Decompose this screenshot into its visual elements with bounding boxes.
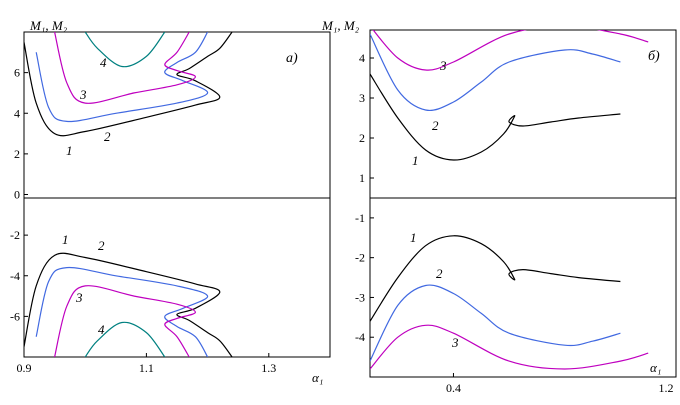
panel-a-ytick-label: -2 — [10, 228, 20, 242]
panel-a-xlabel: α₁ — [312, 370, 323, 385]
panel-a-ytick-label: 2 — [14, 147, 20, 161]
panel-b-xtick-label: 0.4 — [446, 381, 461, 395]
panel-b-series-label: 3 — [451, 335, 459, 350]
panel-b-series-line-1 — [370, 73, 621, 161]
panel-a-series-label: 4 — [100, 55, 107, 70]
panel-b-series-label: 3 — [439, 58, 447, 73]
panel-b-yticks: 4 3 2 1 -1 -2 -3 -4 — [355, 51, 374, 344]
panel-a-series-line-2 — [35, 32, 209, 123]
panel-b-series-label: 2 — [436, 266, 443, 281]
panel-b-series-line-lower-1 — [370, 235, 621, 322]
panel-b-lower-curves — [370, 235, 649, 370]
panel-b-ylabel: M₁, M₂ — [321, 18, 360, 33]
panel-a-series-line-1 — [24, 252, 233, 357]
panel-a-series-label: 3 — [75, 290, 83, 305]
panel-b-frame — [369, 29, 677, 378]
panel-a-xtick-label: 1.3 — [261, 361, 276, 375]
panel-a-series-labels: 1 2 3 4 1 2 3 4 — [62, 55, 111, 337]
panel-a-series-line-3 — [54, 32, 197, 104]
panel-b-upper-curves — [370, 30, 649, 161]
panel-b-ytick-label: -2 — [355, 251, 365, 265]
panel-b-series-label: 1 — [412, 153, 419, 168]
panel-a-frame — [23, 31, 331, 358]
panel-b-ytick-label: -4 — [355, 330, 365, 344]
panel-a-series-label: 2 — [98, 238, 105, 253]
panel-a: а) M₁, M₂ α₁ 6 4 2 0 -2 -4 -6 0.9 1.1 1.3 1 2 3 4 1 2… — [10, 18, 331, 385]
panel-b-xtick-label: 1.2 — [659, 381, 674, 395]
panel-b-series-labels: 1 2 3 1 2 3 — [410, 58, 459, 350]
panel-a-series-label: 4 — [98, 322, 105, 337]
panel-a-series-label: 3 — [79, 87, 87, 102]
panel-a-series-line-1 — [24, 32, 233, 137]
panel-a-ylabel: M₁, M₂ — [29, 18, 68, 33]
panel-a-series-line-2 — [35, 266, 209, 357]
panel-a-series-label: 2 — [104, 129, 111, 144]
panel-b-series-line-lower-2 — [370, 284, 621, 362]
panel-a-curves — [24, 32, 233, 357]
panel-a-ytick-label: 6 — [14, 66, 20, 80]
panel-a-yticks: 6 4 2 0 -2 -4 -6 — [10, 66, 28, 323]
panel-a-ytick-label: 4 — [14, 106, 20, 120]
panel-b-series-label: 1 — [410, 230, 417, 245]
panel-b-series-label: 2 — [432, 118, 439, 133]
panel-b-ytick-label: -3 — [355, 290, 365, 304]
panel-b-ytick-label: -1 — [355, 211, 365, 225]
panel-b-ytick-label: 3 — [359, 91, 365, 105]
panel-b-xticks: 0.4 1.2 — [446, 373, 677, 395]
panel-a-series-line-3 — [54, 285, 197, 357]
panel-a-label: а) — [286, 51, 298, 66]
panel-b-series-line-2 — [370, 33, 621, 112]
panel-a-ytick-label: 0 — [14, 188, 20, 202]
panel-a-series-line-4 — [84, 321, 166, 357]
panel-b-ytick-label: 1 — [359, 171, 365, 185]
panel-a-ytick-label: -4 — [10, 269, 20, 283]
panel-a-series-label: 1 — [62, 232, 69, 247]
panel-a-ytick-label: -6 — [10, 309, 20, 323]
panel-a-series-line-4 — [84, 32, 166, 68]
panel-b-label: б) — [648, 49, 660, 64]
panel-a-series-label: 1 — [66, 143, 73, 158]
panel-a-xtick-label: 0.9 — [17, 361, 32, 375]
panel-b-series-line-lower-3 — [370, 324, 649, 370]
panel-a-xticks: 0.9 1.1 1.3 — [17, 353, 276, 375]
panel-b-ytick-label: 4 — [359, 51, 365, 65]
panel-a-xtick-label: 1.1 — [139, 361, 154, 375]
panel-b-curves — [370, 30, 649, 370]
panel-b-xlabel: α₁ — [650, 360, 661, 375]
panel-b-ytick-label: 2 — [359, 131, 365, 145]
panel-b-series-line-3 — [372, 30, 649, 71]
panel-b: б) M₁, M₂ α₁ 4 3 2 1 -1 -2 -3 -4 0.4 1.2 1 2 3 1 2 3 — [321, 18, 677, 395]
